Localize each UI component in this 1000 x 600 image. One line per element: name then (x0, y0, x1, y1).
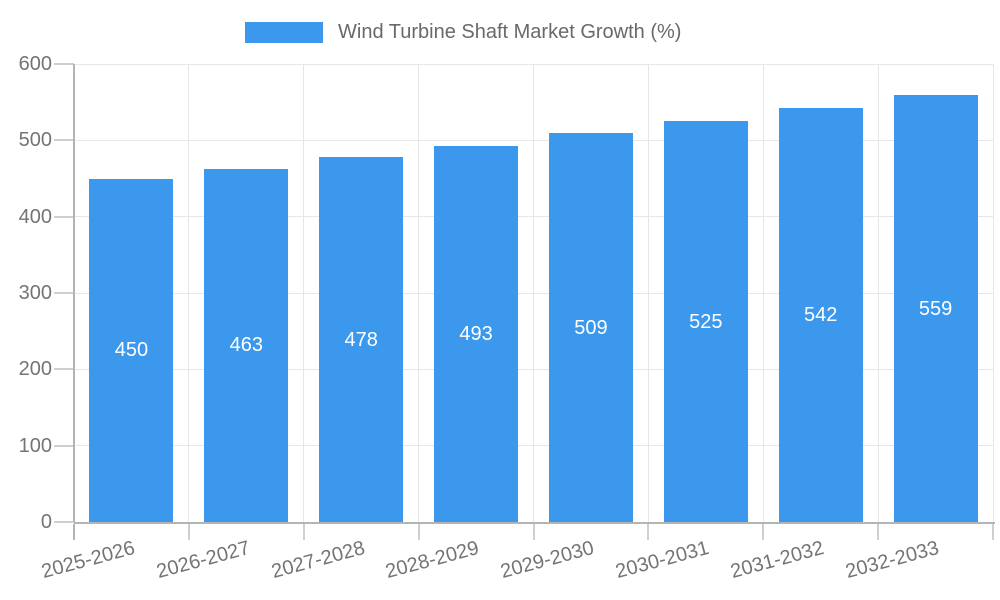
gridline-vertical (303, 64, 305, 522)
x-axis-tick (877, 524, 880, 540)
x-axis-category-label: 2025-2026 (39, 537, 138, 584)
legend-swatch-icon (245, 22, 323, 43)
gridline-vertical (992, 64, 994, 522)
x-axis-tick (762, 524, 765, 540)
bar-value-label: 478 (344, 328, 378, 351)
bar-value-label: 463 (229, 334, 263, 357)
bar[interactable] (319, 157, 404, 522)
y-axis-tick-label: 400 (18, 205, 52, 228)
bar[interactable] (204, 168, 289, 522)
x-axis-category-label: 2031-2032 (728, 537, 827, 584)
bar[interactable] (89, 178, 174, 522)
y-axis-tick (54, 215, 74, 218)
x-axis-tick (992, 524, 994, 540)
y-axis-tick-label: 200 (18, 358, 52, 381)
x-axis-line (74, 522, 995, 524)
y-axis-tick-label: 500 (18, 129, 52, 152)
gridline-vertical (877, 64, 879, 522)
x-axis-category-label: 2027-2028 (268, 537, 367, 584)
gridline-vertical (533, 64, 534, 522)
legend-label: Wind Turbine Shaft Market Growth (%) (338, 21, 682, 43)
gridline-vertical (188, 64, 190, 522)
bar[interactable] (893, 95, 978, 522)
legend[interactable]: Wind Turbine Shaft Market Growth (%) (245, 21, 682, 43)
y-axis-line (73, 64, 75, 522)
y-axis-tick-label: 100 (18, 434, 52, 457)
bar-value-label: 509 (574, 316, 608, 339)
y-axis-tick (54, 444, 74, 447)
y-axis-tick (54, 63, 74, 65)
y-axis-tick (54, 368, 74, 371)
gridline-vertical (762, 64, 764, 522)
y-axis-tick-label: 300 (18, 282, 52, 304)
bar[interactable] (548, 133, 633, 522)
bar-value-label: 559 (918, 297, 953, 320)
x-axis-tick (302, 524, 305, 540)
x-axis-tick (532, 524, 535, 540)
bar-value-label: 542 (804, 304, 838, 327)
bar[interactable] (778, 108, 863, 522)
gridline-vertical (647, 64, 649, 522)
gridline-vertical (418, 64, 420, 522)
bar[interactable] (434, 145, 519, 522)
x-axis-tick (647, 524, 650, 540)
x-axis-tick (417, 524, 420, 540)
x-axis-tick (187, 524, 190, 540)
y-axis-tick-label: 600 (18, 53, 52, 75)
y-axis-tick-label: 0 (40, 511, 52, 533)
x-axis-category-label: 2028-2029 (383, 537, 482, 584)
x-axis-category-label: 2026-2027 (153, 537, 253, 584)
x-axis-tick (73, 524, 75, 540)
bar-value-label: 493 (459, 322, 493, 345)
x-axis-category-label: 2032-2033 (843, 537, 942, 584)
bar-value-label: 525 (689, 310, 723, 333)
y-axis-tick (54, 292, 74, 294)
bar[interactable] (663, 121, 748, 522)
y-axis-tick (54, 521, 74, 523)
x-axis-category-label: 2029-2030 (498, 537, 597, 584)
y-axis-tick (54, 139, 74, 142)
bar-value-label: 450 (114, 339, 149, 362)
x-axis-category-label: 2030-2031 (613, 537, 712, 584)
